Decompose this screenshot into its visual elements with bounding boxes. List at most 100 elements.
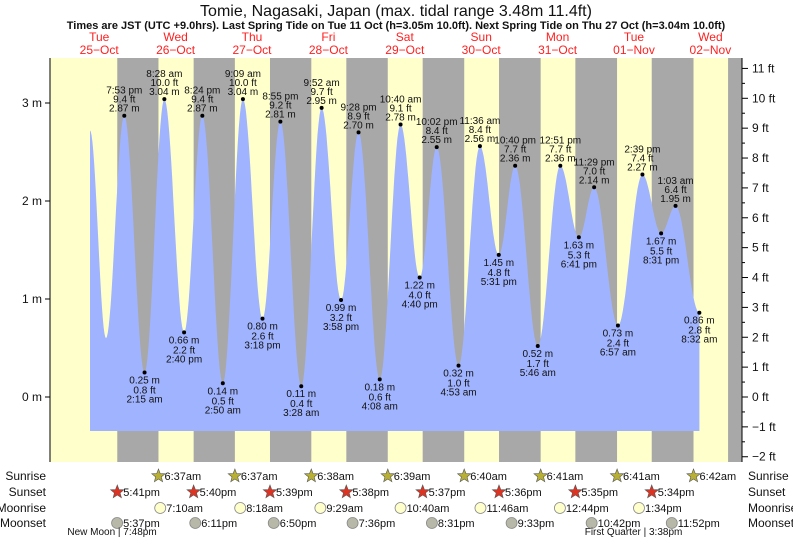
- low-tide-label: 0.99 m: [326, 303, 357, 314]
- high-tide-label: 3.04 m: [149, 87, 180, 98]
- high-tide-point: [200, 113, 205, 118]
- sunrise-row-label: Sunrise: [5, 469, 46, 483]
- sunrise-time: 6:39am: [394, 471, 431, 483]
- moonset-time: 6:11pm: [201, 518, 237, 530]
- low-tide-label: 1.45 m: [483, 258, 514, 269]
- high-tide-label: 9.4 ft: [113, 95, 135, 106]
- low-tide-label: 2:40 pm: [166, 354, 202, 365]
- high-tide-label: 2.78 m: [385, 113, 416, 124]
- high-tide-point: [356, 130, 361, 135]
- high-tide-point: [122, 113, 127, 118]
- low-tide-label: 0.80 m: [247, 322, 278, 333]
- date-label: 25−Oct: [80, 43, 120, 57]
- high-tide-label: 9:52 am: [304, 78, 340, 89]
- low-tide-label: 4:40 pm: [402, 299, 438, 310]
- low-tide-label: 1.22 m: [404, 280, 435, 291]
- date-label: 26−Oct: [156, 43, 196, 57]
- low-tide-label: 4:08 am: [362, 401, 398, 412]
- low-tide-point: [260, 316, 265, 321]
- high-tide-label: 2.87 m: [187, 104, 218, 115]
- high-tide-label: 9.7 ft: [310, 87, 332, 98]
- low-tide-label: 5.3 ft: [568, 250, 590, 261]
- low-tide-label: 6:41 pm: [561, 259, 597, 270]
- left-axis-tick-label: 2 m: [22, 194, 42, 208]
- moonset-icon: [665, 517, 678, 529]
- moonrise-time: 1:34pm: [645, 503, 682, 515]
- sunrise-time: 6:37am: [241, 471, 278, 483]
- low-tide-label: 2.6 ft: [251, 332, 273, 343]
- right-axis-tick-label: 8 ft: [752, 151, 769, 165]
- low-tide-label: 5:46 am: [520, 368, 556, 379]
- low-tide-label: 1.63 m: [564, 240, 595, 251]
- high-tide-label: 1:03 am: [657, 176, 693, 187]
- low-tide-label: 1.0 ft: [447, 379, 469, 390]
- right-axis-tick-label: 7 ft: [752, 181, 769, 195]
- moonset-icon: [505, 517, 518, 529]
- high-tide-label: 6.4 ft: [664, 185, 686, 196]
- high-tide-label: 10:40 am: [380, 95, 422, 106]
- sunset-icon: [415, 484, 431, 499]
- high-tide-label: 2.56 m: [465, 134, 496, 145]
- high-tide-label: 11:29 pm: [574, 157, 615, 168]
- low-tide-label: 2:50 am: [205, 405, 241, 416]
- moonset-time: 7:36pm: [359, 518, 396, 530]
- day-of-week-label: Tue: [89, 30, 110, 44]
- sunrise-icon: [150, 468, 166, 483]
- moonset-icon: [189, 517, 202, 529]
- sunrise-icon: [609, 468, 625, 483]
- low-tide-label: 0.32 m: [443, 369, 474, 380]
- high-tide-point: [513, 163, 518, 168]
- moonset-time: 10:42pm: [598, 518, 641, 530]
- moonrise-icon: [234, 502, 247, 514]
- day-of-week-label: Sun: [471, 30, 492, 44]
- sunrise-icon: [227, 468, 243, 483]
- moon-phase-label: New Moon | 7:48pm: [67, 527, 156, 538]
- high-tide-label: 2.95 m: [306, 96, 337, 107]
- high-tide-label: 8.4 ft: [426, 126, 448, 137]
- moonrise-icon: [314, 502, 327, 514]
- high-tide-label: 9.1 ft: [389, 104, 411, 115]
- moonset-time: 9:33pm: [518, 518, 555, 530]
- high-tide-label: 7.4 ft: [631, 154, 653, 165]
- left-axis-tick-label: 3 m: [22, 96, 42, 110]
- low-tide-point: [496, 252, 501, 257]
- sunset-icon: [109, 484, 125, 499]
- low-tide-label: 1.7 ft: [527, 359, 549, 370]
- sunset-icon: [491, 484, 507, 499]
- low-tide-label: 2.2 ft: [173, 345, 195, 356]
- chart-title: Tomie, Nagasaki, Japan (max. tidal range…: [200, 3, 592, 20]
- moonrise-time: 11:46am: [486, 503, 528, 515]
- right-axis-tick-label: 2 ft: [752, 330, 769, 344]
- sunrise-icon: [533, 468, 549, 483]
- sunset-time: 5:38pm: [352, 487, 389, 499]
- right-axis-tick-label: 10 ft: [752, 91, 776, 105]
- sunset-time: 5:35pm: [581, 487, 618, 499]
- high-tide-label: 8.9 ft: [347, 111, 369, 122]
- high-tide-point: [434, 145, 439, 150]
- sunset-time: 5:41pm: [123, 487, 160, 499]
- high-tide-label: 2.27 m: [627, 163, 658, 174]
- day-of-week-label: Wed: [163, 30, 187, 44]
- high-tide-label: 9.2 ft: [269, 101, 291, 112]
- low-tide-label: 2:15 am: [126, 395, 162, 406]
- low-tide-point: [697, 310, 702, 315]
- high-tide-label: 7:53 pm: [106, 86, 142, 97]
- high-tide-label: 3.04 m: [228, 87, 259, 98]
- low-tide-point: [339, 297, 344, 302]
- right-axis-tick-label: −1 ft: [752, 420, 776, 434]
- high-tide-label: 8:24 pm: [184, 86, 220, 97]
- moonrise-icon: [633, 502, 645, 514]
- low-tide-label: 3.2 ft: [330, 313, 352, 324]
- moonrise-time: 9:29am: [326, 503, 363, 515]
- low-tide-label: 4.0 ft: [409, 290, 431, 301]
- high-tide-label: 10:02 pm: [416, 117, 458, 128]
- moonset-time: 5:37pm: [123, 518, 160, 530]
- high-tide-point: [592, 185, 597, 190]
- moonset-time: 6:50pm: [280, 518, 317, 530]
- low-tide-point: [299, 384, 304, 389]
- sunset-time: 5:36pm: [505, 487, 542, 499]
- high-tide-label: 2.70 m: [343, 120, 374, 131]
- moonrise-row-label-right: Moonrise: [748, 501, 793, 515]
- sunset-icon: [262, 484, 278, 499]
- sunset-time: 5:40pm: [200, 487, 237, 499]
